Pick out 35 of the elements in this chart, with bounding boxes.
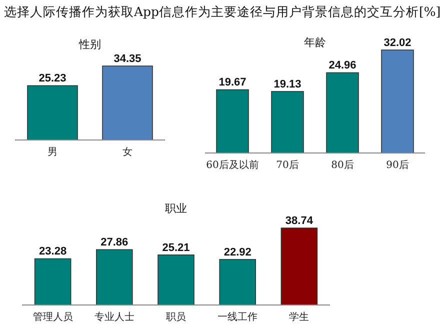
data-label: 19.67 bbox=[218, 76, 246, 89]
data-label: 27.86 bbox=[100, 236, 128, 249]
x-tick-label: 60后及以前 bbox=[206, 159, 259, 171]
x-tick-label: 90后 bbox=[386, 159, 409, 171]
chart-title: 性别 bbox=[78, 38, 101, 51]
bar bbox=[326, 72, 359, 154]
bar bbox=[216, 89, 249, 154]
x-tick-label: 管理人员 bbox=[32, 312, 73, 323]
x-tick-label: 80后 bbox=[331, 159, 354, 171]
data-label: 19.13 bbox=[274, 78, 302, 90]
data-label: 25.21 bbox=[162, 242, 190, 254]
data-label: 24.96 bbox=[328, 60, 356, 72]
bar bbox=[96, 249, 133, 306]
chart-title: 职业 bbox=[165, 202, 187, 215]
bar bbox=[158, 254, 194, 306]
data-label: 32.02 bbox=[384, 37, 412, 49]
x-tick-label: 70后 bbox=[276, 159, 299, 171]
bar bbox=[219, 259, 256, 306]
text: 选择人际传播作为获取App信息作为主要途径与用户背景信息的交互分析[%] bbox=[4, 4, 440, 19]
data-label: 22.92 bbox=[224, 246, 252, 258]
bar bbox=[280, 228, 318, 306]
x-tick-label: 一线工作 bbox=[218, 311, 258, 323]
data-label: 34.35 bbox=[114, 53, 142, 65]
x-tick-label: 女 bbox=[122, 146, 132, 158]
bar bbox=[34, 258, 72, 306]
x-tick-label: 专业人士 bbox=[94, 311, 134, 323]
data-label: 38.74 bbox=[285, 215, 314, 227]
bar bbox=[271, 91, 304, 154]
x-tick-label: 学生 bbox=[289, 311, 310, 323]
chart-title: 年龄 bbox=[304, 36, 326, 49]
data-label: 23.28 bbox=[39, 246, 67, 258]
x-tick-label: 职员 bbox=[166, 312, 186, 323]
bar bbox=[381, 50, 414, 154]
data-label: 25.23 bbox=[38, 72, 66, 85]
x-tick-label: 男 bbox=[48, 147, 58, 158]
